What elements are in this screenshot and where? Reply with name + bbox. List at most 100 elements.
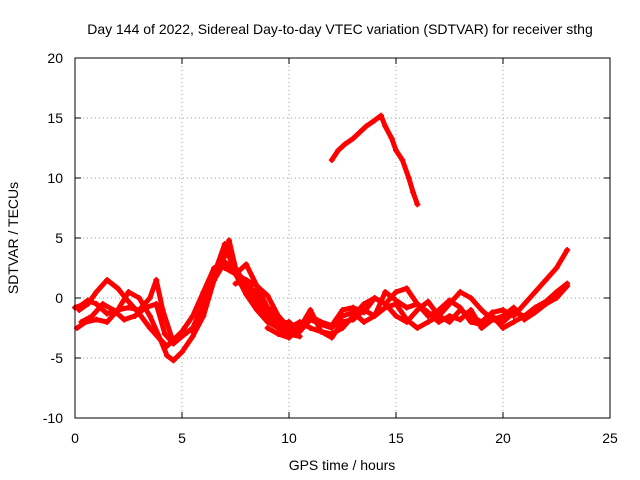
data-point [335, 147, 342, 154]
axis-ticks: 0 5 10 15 20 25 -10 -5 0 5 10 15 20 [43, 50, 618, 446]
data-point [179, 349, 185, 355]
data-point [388, 135, 395, 142]
data-point [264, 325, 271, 331]
data-point [264, 313, 271, 319]
data-point [350, 309, 357, 316]
data-point [125, 289, 132, 295]
series-track-9 [328, 112, 421, 208]
data-point [403, 304, 410, 311]
data-point [136, 295, 143, 301]
data-point [510, 304, 517, 311]
data-point [521, 316, 528, 323]
data-point [328, 334, 335, 341]
data-point [403, 316, 410, 323]
data-point [564, 283, 571, 289]
x-axis-label: GPS time / hours [289, 457, 396, 473]
data-point [446, 301, 453, 307]
data-point [403, 285, 410, 292]
data-point [425, 309, 432, 316]
data-point [478, 325, 485, 331]
data-point [435, 319, 442, 325]
data-point [478, 307, 485, 313]
data-point [500, 313, 506, 319]
y-tick-label: 0 [55, 290, 63, 306]
data-point [371, 295, 378, 301]
y-tick-label: 10 [47, 170, 63, 186]
data-point [211, 277, 218, 283]
data-point [275, 331, 282, 337]
data-point [510, 319, 517, 325]
y-tick-label: -5 [51, 350, 64, 366]
y-tick-label: 20 [47, 50, 63, 66]
data-point [350, 316, 357, 323]
x-tick-label: 5 [178, 430, 186, 446]
data-point [286, 334, 292, 341]
data-point [243, 277, 250, 283]
data-point [393, 313, 399, 319]
y-tick-label: -10 [43, 410, 63, 426]
data-point [457, 316, 464, 323]
data-point [410, 189, 417, 196]
data-point [189, 328, 196, 335]
data-point [243, 291, 250, 298]
y-axis-label: SDTVAR / TECUs [5, 182, 21, 294]
data-point [84, 297, 91, 304]
data-point [399, 157, 406, 163]
chart-title: Day 144 of 2022, Sidereal Day-to-day VTE… [87, 21, 593, 37]
data-point [200, 307, 207, 313]
data-point [521, 301, 528, 307]
data-point [318, 328, 325, 335]
data-point [161, 331, 168, 337]
data-point [393, 289, 399, 295]
data-point [253, 283, 260, 289]
x-tick-label: 25 [602, 430, 618, 446]
data-point [164, 352, 171, 359]
data-point [553, 265, 560, 271]
data-point [179, 333, 185, 340]
data-point [542, 277, 549, 283]
data-point [393, 147, 399, 154]
data-point [360, 319, 367, 325]
data-point [93, 301, 100, 307]
data-point [99, 301, 106, 307]
data-point [435, 307, 442, 313]
data-point [425, 319, 432, 325]
data-point [232, 280, 239, 287]
data-point [253, 295, 260, 301]
series-trace [72, 277, 174, 339]
data-point [104, 319, 111, 325]
data-point [93, 316, 100, 323]
data-point [500, 319, 506, 325]
data-point [360, 307, 367, 313]
data-point [382, 304, 389, 311]
data-point [356, 129, 363, 136]
data-point [328, 157, 335, 163]
data-point [457, 304, 464, 311]
data-point [286, 319, 292, 325]
y-tick-label: 15 [47, 110, 63, 126]
data-point [414, 307, 421, 313]
data-point [467, 295, 474, 301]
data-point [232, 271, 239, 277]
series-track-4 [72, 277, 175, 340]
y-tick-label: 5 [55, 230, 63, 246]
data-point [146, 295, 153, 301]
series-trace [233, 277, 570, 335]
data-point [532, 309, 539, 316]
data-point [221, 253, 228, 259]
data-point [371, 117, 378, 124]
data-point [121, 316, 128, 323]
data-point [170, 340, 177, 347]
data-point [414, 201, 421, 208]
data-point [146, 325, 153, 331]
data-point [328, 325, 335, 331]
data-point [435, 313, 442, 319]
data-point [168, 333, 175, 340]
data-point [189, 313, 196, 319]
data-series [72, 112, 571, 364]
data-point [467, 307, 474, 313]
data-point [446, 313, 453, 319]
x-tick-label: 20 [495, 430, 511, 446]
data-point [159, 307, 166, 313]
